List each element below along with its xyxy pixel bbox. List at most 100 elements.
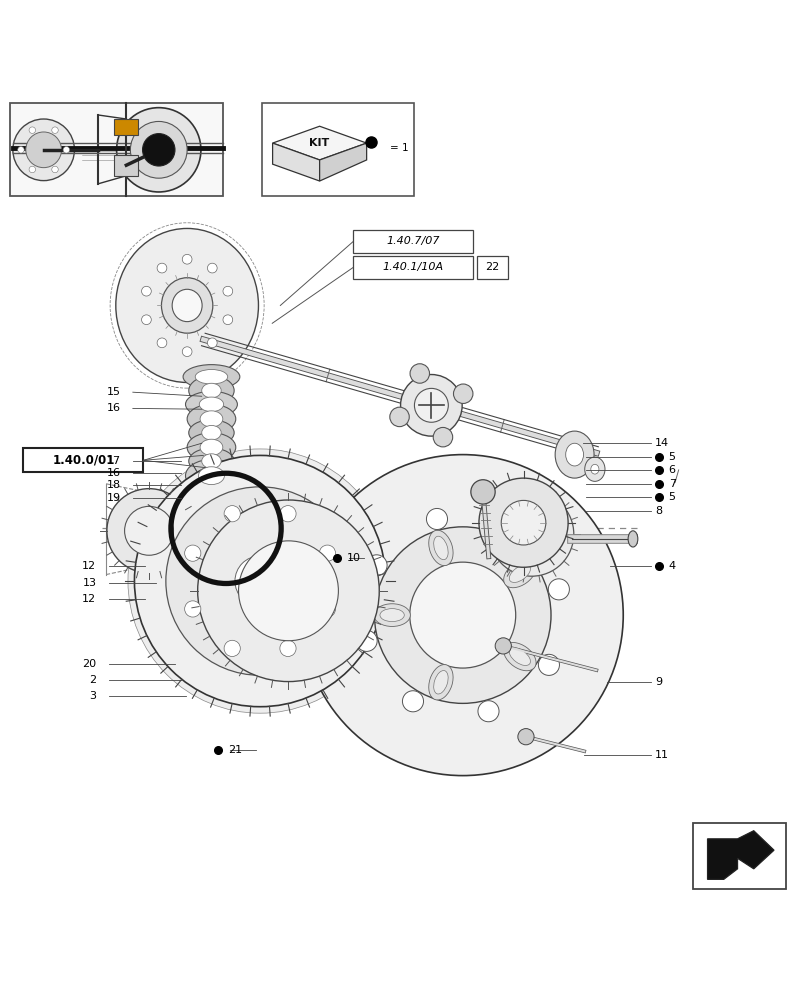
Circle shape bbox=[478, 478, 568, 567]
Text: 12: 12 bbox=[82, 561, 97, 571]
Text: 1.40.1/10A: 1.40.1/10A bbox=[382, 262, 444, 272]
Bar bbox=[114, 119, 139, 135]
Ellipse shape bbox=[187, 404, 235, 434]
Ellipse shape bbox=[199, 397, 223, 412]
Circle shape bbox=[400, 375, 461, 436]
Circle shape bbox=[135, 455, 385, 707]
Text: 16: 16 bbox=[106, 468, 121, 478]
Circle shape bbox=[410, 364, 429, 383]
Text: 9: 9 bbox=[654, 677, 661, 687]
Ellipse shape bbox=[198, 467, 224, 485]
Circle shape bbox=[453, 384, 472, 403]
Circle shape bbox=[538, 654, 559, 675]
Circle shape bbox=[224, 640, 240, 656]
Circle shape bbox=[280, 506, 296, 522]
Circle shape bbox=[207, 338, 217, 348]
Text: = 1: = 1 bbox=[389, 143, 408, 153]
Ellipse shape bbox=[508, 648, 530, 665]
Ellipse shape bbox=[188, 420, 234, 446]
Bar bbox=[114, 155, 139, 176]
Circle shape bbox=[128, 449, 392, 713]
Circle shape bbox=[414, 388, 448, 422]
Ellipse shape bbox=[185, 391, 237, 417]
Circle shape bbox=[410, 562, 515, 668]
Circle shape bbox=[131, 121, 187, 178]
Circle shape bbox=[478, 701, 499, 722]
Circle shape bbox=[238, 541, 338, 641]
Circle shape bbox=[52, 166, 58, 173]
Text: 21: 21 bbox=[227, 745, 242, 755]
Circle shape bbox=[107, 489, 191, 573]
Text: 15: 15 bbox=[106, 387, 121, 397]
Circle shape bbox=[29, 166, 36, 173]
Ellipse shape bbox=[200, 411, 222, 427]
Bar bbox=[24, 448, 144, 472]
Circle shape bbox=[197, 500, 379, 682]
Circle shape bbox=[184, 601, 200, 617]
Circle shape bbox=[165, 487, 354, 675]
Circle shape bbox=[356, 630, 376, 651]
Text: 17: 17 bbox=[106, 456, 121, 466]
Circle shape bbox=[157, 338, 166, 348]
Circle shape bbox=[223, 315, 233, 325]
Circle shape bbox=[547, 579, 569, 600]
Text: 3: 3 bbox=[89, 691, 97, 701]
Circle shape bbox=[470, 480, 495, 504]
Ellipse shape bbox=[195, 369, 227, 384]
Ellipse shape bbox=[116, 228, 258, 382]
Ellipse shape bbox=[565, 443, 583, 466]
Text: 18: 18 bbox=[106, 480, 121, 490]
Circle shape bbox=[389, 407, 409, 427]
Text: 5: 5 bbox=[667, 452, 675, 462]
Circle shape bbox=[143, 134, 174, 166]
Circle shape bbox=[141, 315, 151, 325]
Circle shape bbox=[234, 556, 285, 606]
Circle shape bbox=[501, 518, 522, 539]
Polygon shape bbox=[272, 126, 367, 160]
Ellipse shape bbox=[555, 431, 594, 478]
Circle shape bbox=[302, 455, 623, 776]
Bar bbox=[353, 230, 473, 253]
Text: 20: 20 bbox=[82, 659, 97, 669]
Ellipse shape bbox=[373, 604, 410, 626]
Circle shape bbox=[124, 506, 174, 555]
Text: 12: 12 bbox=[82, 594, 97, 604]
Text: 1.40.0/01: 1.40.0/01 bbox=[52, 454, 114, 467]
Ellipse shape bbox=[584, 457, 604, 481]
Text: 13: 13 bbox=[82, 578, 97, 588]
Bar bbox=[261, 103, 414, 196]
Polygon shape bbox=[320, 143, 367, 181]
Ellipse shape bbox=[185, 459, 237, 492]
Circle shape bbox=[402, 691, 423, 712]
Bar bbox=[353, 256, 473, 279]
Text: 7: 7 bbox=[667, 479, 675, 489]
Bar bbox=[11, 103, 222, 196]
Circle shape bbox=[141, 286, 151, 296]
Ellipse shape bbox=[161, 278, 212, 333]
Ellipse shape bbox=[200, 439, 222, 455]
Circle shape bbox=[319, 601, 335, 617]
Text: 2: 2 bbox=[89, 675, 97, 685]
Ellipse shape bbox=[508, 565, 530, 582]
Circle shape bbox=[52, 127, 58, 133]
Circle shape bbox=[18, 147, 24, 153]
Circle shape bbox=[489, 492, 573, 576]
Ellipse shape bbox=[428, 530, 453, 566]
Text: 6: 6 bbox=[667, 465, 675, 475]
Circle shape bbox=[13, 119, 75, 181]
Ellipse shape bbox=[433, 671, 448, 694]
Circle shape bbox=[366, 555, 387, 576]
Ellipse shape bbox=[172, 289, 202, 322]
Circle shape bbox=[26, 132, 62, 168]
Circle shape bbox=[500, 500, 545, 545]
Circle shape bbox=[517, 729, 534, 745]
Ellipse shape bbox=[628, 531, 637, 547]
Text: 16: 16 bbox=[106, 403, 121, 413]
Circle shape bbox=[63, 147, 70, 153]
Ellipse shape bbox=[187, 433, 235, 462]
Ellipse shape bbox=[188, 448, 234, 474]
Circle shape bbox=[280, 640, 296, 656]
Circle shape bbox=[182, 254, 191, 264]
Ellipse shape bbox=[380, 609, 404, 622]
Circle shape bbox=[433, 427, 452, 447]
